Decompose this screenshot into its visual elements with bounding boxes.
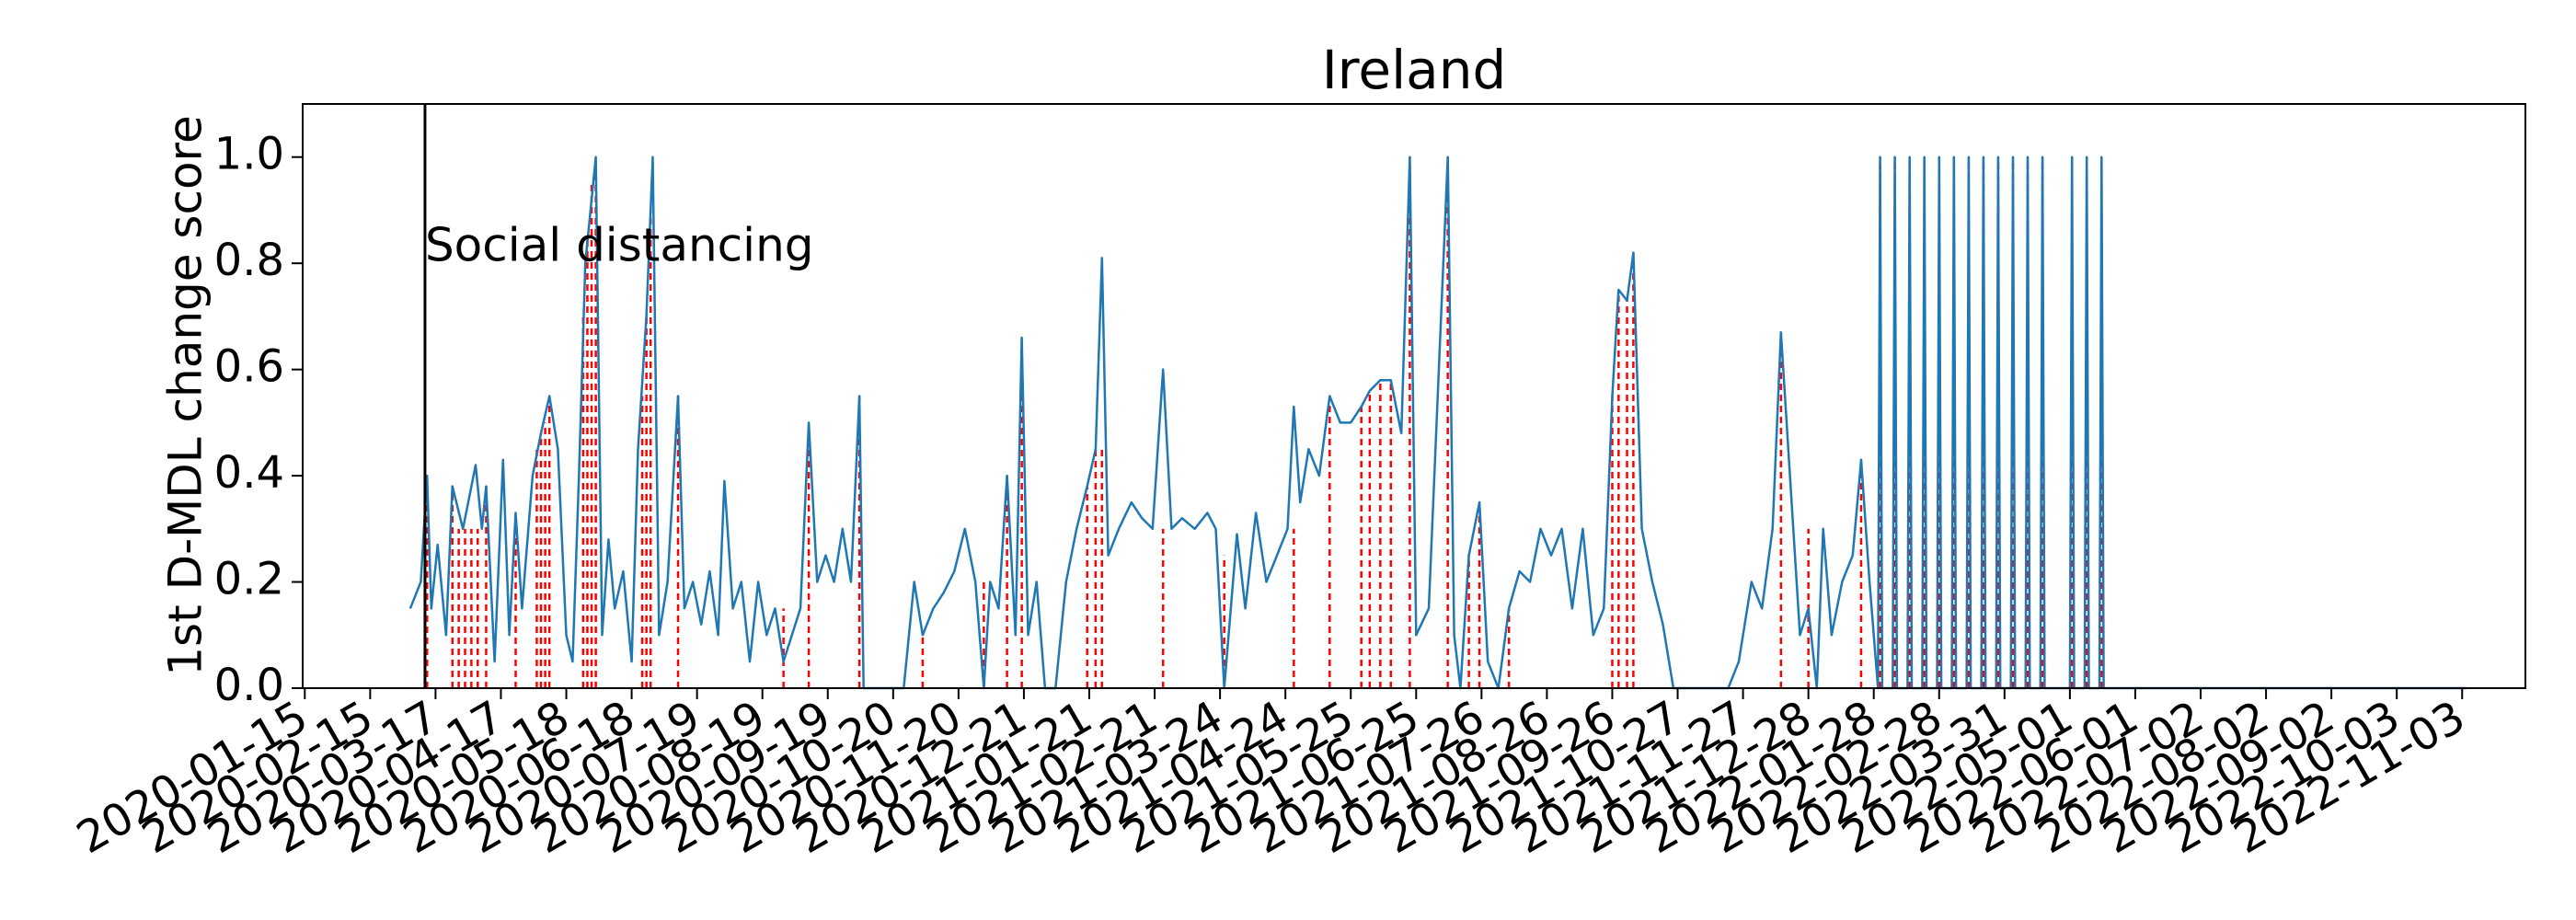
plot-area: [408, 155, 2467, 690]
y-tick-label: 0.8: [214, 235, 284, 286]
y-tick-label: 0.0: [214, 660, 284, 711]
event-label: Social distancing: [425, 219, 814, 272]
y-axis-label: 1st D-MDL change score: [159, 115, 213, 676]
y-tick-label: 0.6: [214, 341, 284, 393]
chart-title: Ireland: [1322, 39, 1507, 101]
axes-frame: [302, 103, 2526, 689]
y-tick-label: 0.4: [214, 447, 284, 499]
y-tick-label: 0.2: [214, 554, 284, 605]
y-tick-label: 1.0: [214, 129, 284, 180]
